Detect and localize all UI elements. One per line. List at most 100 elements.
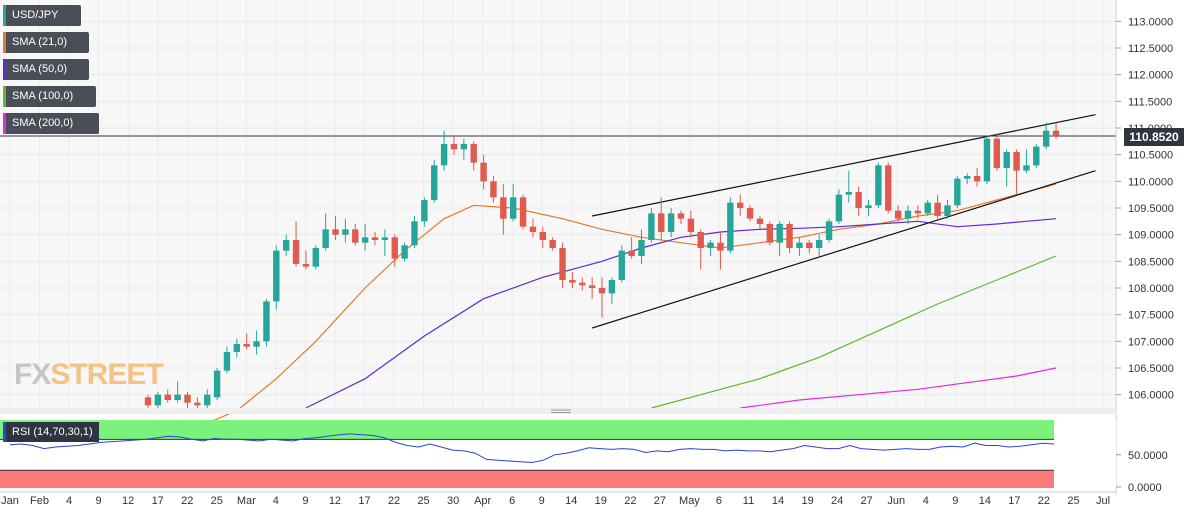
- candle: [470, 141, 477, 171]
- candle: [717, 232, 724, 270]
- y-tick-label: 109.0000: [1128, 230, 1174, 242]
- candle: [263, 298, 270, 347]
- candle-body: [470, 144, 477, 163]
- candle-body: [361, 237, 369, 243]
- candle-body: [766, 224, 774, 243]
- x-tick-label: 9: [539, 495, 545, 507]
- candle-body: [381, 237, 389, 240]
- candle: [806, 240, 813, 254]
- candle-body: [697, 232, 704, 248]
- candle: [1033, 144, 1040, 168]
- candle: [411, 216, 418, 248]
- candle-body: [815, 240, 823, 248]
- candle-body: [677, 213, 685, 219]
- candle-body: [144, 397, 152, 406]
- candle: [588, 277, 596, 299]
- trendlines: [0, 114, 1116, 329]
- legend-label: SMA (100,0): [12, 90, 74, 102]
- candle: [213, 368, 221, 400]
- y-tick-label: 113.0000: [1128, 16, 1173, 28]
- rsi-y-tick-label: 50.0000: [1128, 450, 1168, 462]
- legend-item[interactable]: USD/JPY: [3, 5, 81, 26]
- candle: [628, 237, 635, 259]
- candle: [352, 224, 359, 246]
- candle-body: [865, 205, 872, 208]
- candle-body: [292, 240, 300, 264]
- x-tick-label: 4: [923, 495, 929, 507]
- candle: [855, 186, 862, 216]
- candle-body: [421, 200, 428, 222]
- lower-trendline: [591, 170, 1096, 329]
- candle-body: [707, 242, 714, 248]
- candle-body: [194, 402, 201, 406]
- candle-body: [914, 210, 922, 214]
- upper-trendline: [592, 114, 1096, 217]
- candle: [322, 213, 329, 251]
- candle-body: [776, 224, 783, 243]
- x-tick-label: 12: [329, 495, 341, 507]
- rsi-label: RSI (14,70,30,1): [3, 422, 99, 442]
- candle: [865, 200, 872, 216]
- candle: [687, 210, 695, 238]
- legend-swatch: [3, 113, 6, 134]
- candle: [273, 245, 280, 310]
- x-tick-label: Apr: [474, 495, 491, 507]
- rsi-overbought-zone: [0, 420, 1054, 440]
- x-tick-label: 14: [772, 495, 784, 507]
- candle-body: [737, 202, 744, 208]
- candle: [500, 184, 507, 235]
- x-tick-label: 12: [122, 495, 134, 507]
- x-tick-label: 22: [1038, 495, 1050, 507]
- candle: [253, 330, 260, 355]
- legend-item[interactable]: SMA (200,0): [3, 113, 99, 134]
- candle: [460, 138, 468, 160]
- candle: [450, 136, 458, 155]
- x-tick-label: 9: [952, 495, 958, 507]
- legend-item[interactable]: SMA (21,0): [3, 32, 89, 53]
- x-tick-label: 9: [302, 495, 308, 507]
- legend-item[interactable]: SMA (50,0): [3, 59, 89, 80]
- watermark-logo: FXSTREET: [14, 358, 164, 391]
- x-tick-label: Jan: [1, 495, 19, 507]
- candle: [223, 346, 231, 374]
- legend-label: SMA (50,0): [12, 63, 68, 75]
- candle: [559, 242, 566, 288]
- candle-body: [174, 394, 181, 400]
- y-tick-label: 108.0000: [1128, 283, 1174, 295]
- candle: [845, 170, 852, 203]
- rsi-panel: 50.0000 0.0000: [0, 420, 1168, 494]
- x-tick-label: 25: [417, 495, 429, 507]
- candle-body: [588, 285, 596, 288]
- candle: [904, 205, 912, 224]
- x-tick-label: 19: [801, 495, 813, 507]
- x-tick-label: May: [679, 495, 700, 507]
- candle: [983, 136, 991, 184]
- candle: [618, 245, 625, 283]
- candle-body: [1023, 165, 1030, 171]
- sma100-line: [651, 255, 1057, 409]
- candle-body: [529, 226, 537, 232]
- candle: [342, 218, 349, 243]
- candle-body: [490, 181, 497, 198]
- candle: [677, 210, 685, 224]
- candle: [737, 194, 744, 216]
- legend-label: SMA (200,0): [12, 117, 74, 129]
- y-tick-label: 111.5000: [1128, 96, 1172, 108]
- candle-body: [401, 245, 408, 259]
- candle: [361, 224, 369, 251]
- candle-body: [480, 162, 487, 182]
- candle-body: [944, 205, 951, 216]
- x-tick-label: Jul: [1096, 495, 1110, 507]
- legend-item[interactable]: SMA (100,0): [3, 86, 96, 107]
- candle-body: [460, 144, 468, 150]
- candle: [401, 242, 408, 262]
- x-tick-label: 4: [273, 495, 279, 507]
- rsi-y-tick-label: 0.0000: [1128, 482, 1162, 494]
- x-tick-label: 22: [388, 495, 400, 507]
- candle: [421, 197, 428, 227]
- candle: [776, 221, 783, 256]
- candle: [638, 229, 645, 264]
